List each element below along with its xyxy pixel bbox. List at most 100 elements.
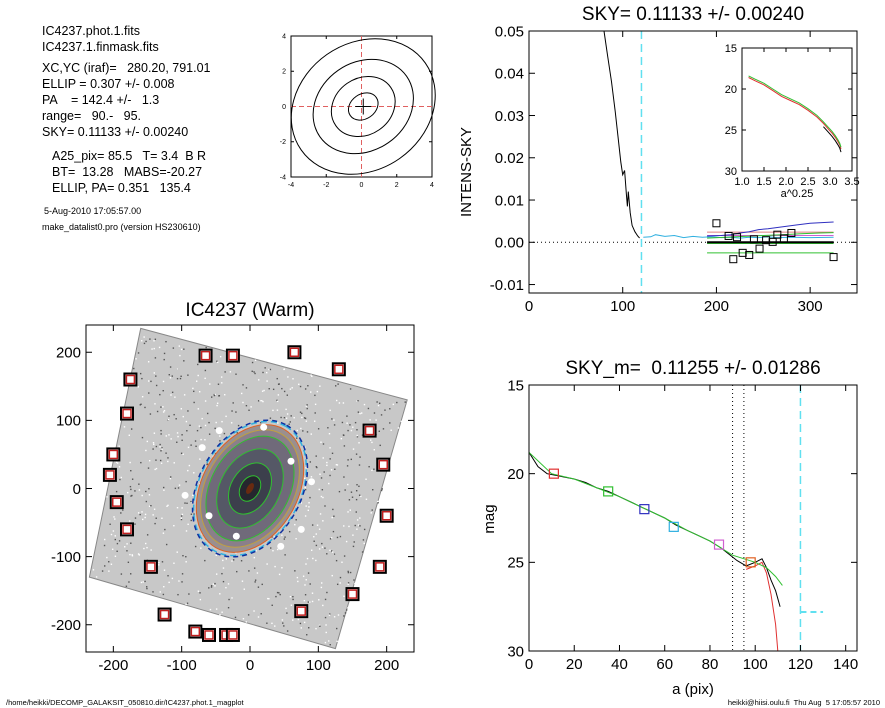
star-mask-inner <box>125 374 136 385</box>
image-noise <box>139 404 141 406</box>
image-noise <box>162 406 164 408</box>
image-noise <box>158 346 161 349</box>
image-noise <box>339 535 342 538</box>
image-noise <box>134 517 137 519</box>
image-noise <box>198 391 201 393</box>
sky-point <box>787 228 796 237</box>
image-noise <box>145 340 147 343</box>
image-noise <box>129 461 131 464</box>
image-noise <box>137 553 140 555</box>
image-noise <box>331 452 334 455</box>
image-noise <box>147 361 150 363</box>
image-noise <box>131 555 134 557</box>
image-noise <box>229 371 232 373</box>
image-noise <box>186 602 189 604</box>
image-noise <box>187 374 189 376</box>
image-noise <box>339 576 342 579</box>
image-noise <box>271 536 273 538</box>
image-noise <box>197 408 200 410</box>
masked-source <box>277 542 285 550</box>
image-noise <box>122 509 124 511</box>
contour-ytick-label: 0 <box>282 104 286 111</box>
contour-ytick-label: 4 <box>282 33 286 40</box>
contour-xtick-label: -4 <box>288 182 294 189</box>
image-noise <box>342 402 345 404</box>
image-noise <box>172 347 175 349</box>
image-noise <box>154 468 156 471</box>
image-noise <box>371 509 373 511</box>
image-noise <box>181 581 183 583</box>
image-noise <box>198 425 201 427</box>
image-noise <box>336 536 339 539</box>
image-noise <box>179 354 181 357</box>
image-noise <box>346 422 348 424</box>
image-noise <box>338 402 341 404</box>
sky-point <box>724 231 733 240</box>
image-noise <box>223 432 226 435</box>
image-noise <box>359 412 361 415</box>
image-noise <box>354 524 356 527</box>
image-noise <box>195 445 197 448</box>
image-noise <box>142 581 144 583</box>
image-noise <box>166 505 168 507</box>
galaxy-outer-ellipse <box>191 419 309 558</box>
star-mask <box>287 345 302 360</box>
image-noise <box>377 502 379 504</box>
image-noise <box>344 489 346 491</box>
image-noise <box>137 386 139 388</box>
image-noise <box>133 367 135 370</box>
image-xtick-label: -200 <box>98 657 128 674</box>
image-noise <box>155 517 157 519</box>
image-noise <box>344 612 347 614</box>
image-noise <box>400 420 403 423</box>
image-noise <box>145 542 147 545</box>
image-noise <box>164 528 166 531</box>
image-noise <box>288 423 290 425</box>
image-noise <box>206 412 209 415</box>
image-noise <box>168 374 170 376</box>
image-noise <box>277 394 280 396</box>
image-noise <box>315 466 318 468</box>
image-noise <box>373 468 375 470</box>
image-noise <box>304 515 307 517</box>
mag-point <box>745 557 756 568</box>
image-noise <box>306 407 308 410</box>
image-noise <box>163 358 165 361</box>
star-mask <box>294 604 309 619</box>
image-noise <box>162 411 165 413</box>
image-noise <box>392 403 395 406</box>
image-noise <box>363 528 366 531</box>
sky-ytick-label: 0.01 <box>495 192 524 209</box>
image-noise <box>235 373 237 375</box>
inset-ytick-label: 15 <box>725 43 737 55</box>
image-noise <box>257 586 260 588</box>
image-noise <box>300 627 302 629</box>
image-noise <box>305 405 308 407</box>
image-noise <box>357 400 359 402</box>
star-mask <box>120 522 134 537</box>
image-noise <box>163 585 165 588</box>
image-noise <box>315 559 317 562</box>
mag-ytick-label: 15 <box>507 377 524 394</box>
sky-point <box>755 244 764 253</box>
image-noise <box>231 597 233 599</box>
image-noise <box>313 420 316 422</box>
image-noise <box>111 548 114 550</box>
image-noise <box>217 361 219 364</box>
inset-series-green <box>748 75 842 148</box>
image-noise <box>185 530 188 532</box>
image-noise <box>188 593 190 595</box>
image-noise <box>304 417 307 420</box>
image-noise <box>309 601 311 603</box>
image-noise <box>177 593 179 596</box>
image-noise <box>369 419 371 421</box>
star-mask <box>345 587 360 602</box>
image-noise <box>343 595 345 597</box>
image-noise <box>190 500 192 503</box>
image-noise <box>125 585 128 587</box>
image-noise <box>372 489 374 491</box>
image-noise <box>339 582 341 584</box>
image-noise <box>150 549 152 551</box>
image-noise <box>331 516 333 519</box>
image-noise <box>302 430 304 432</box>
